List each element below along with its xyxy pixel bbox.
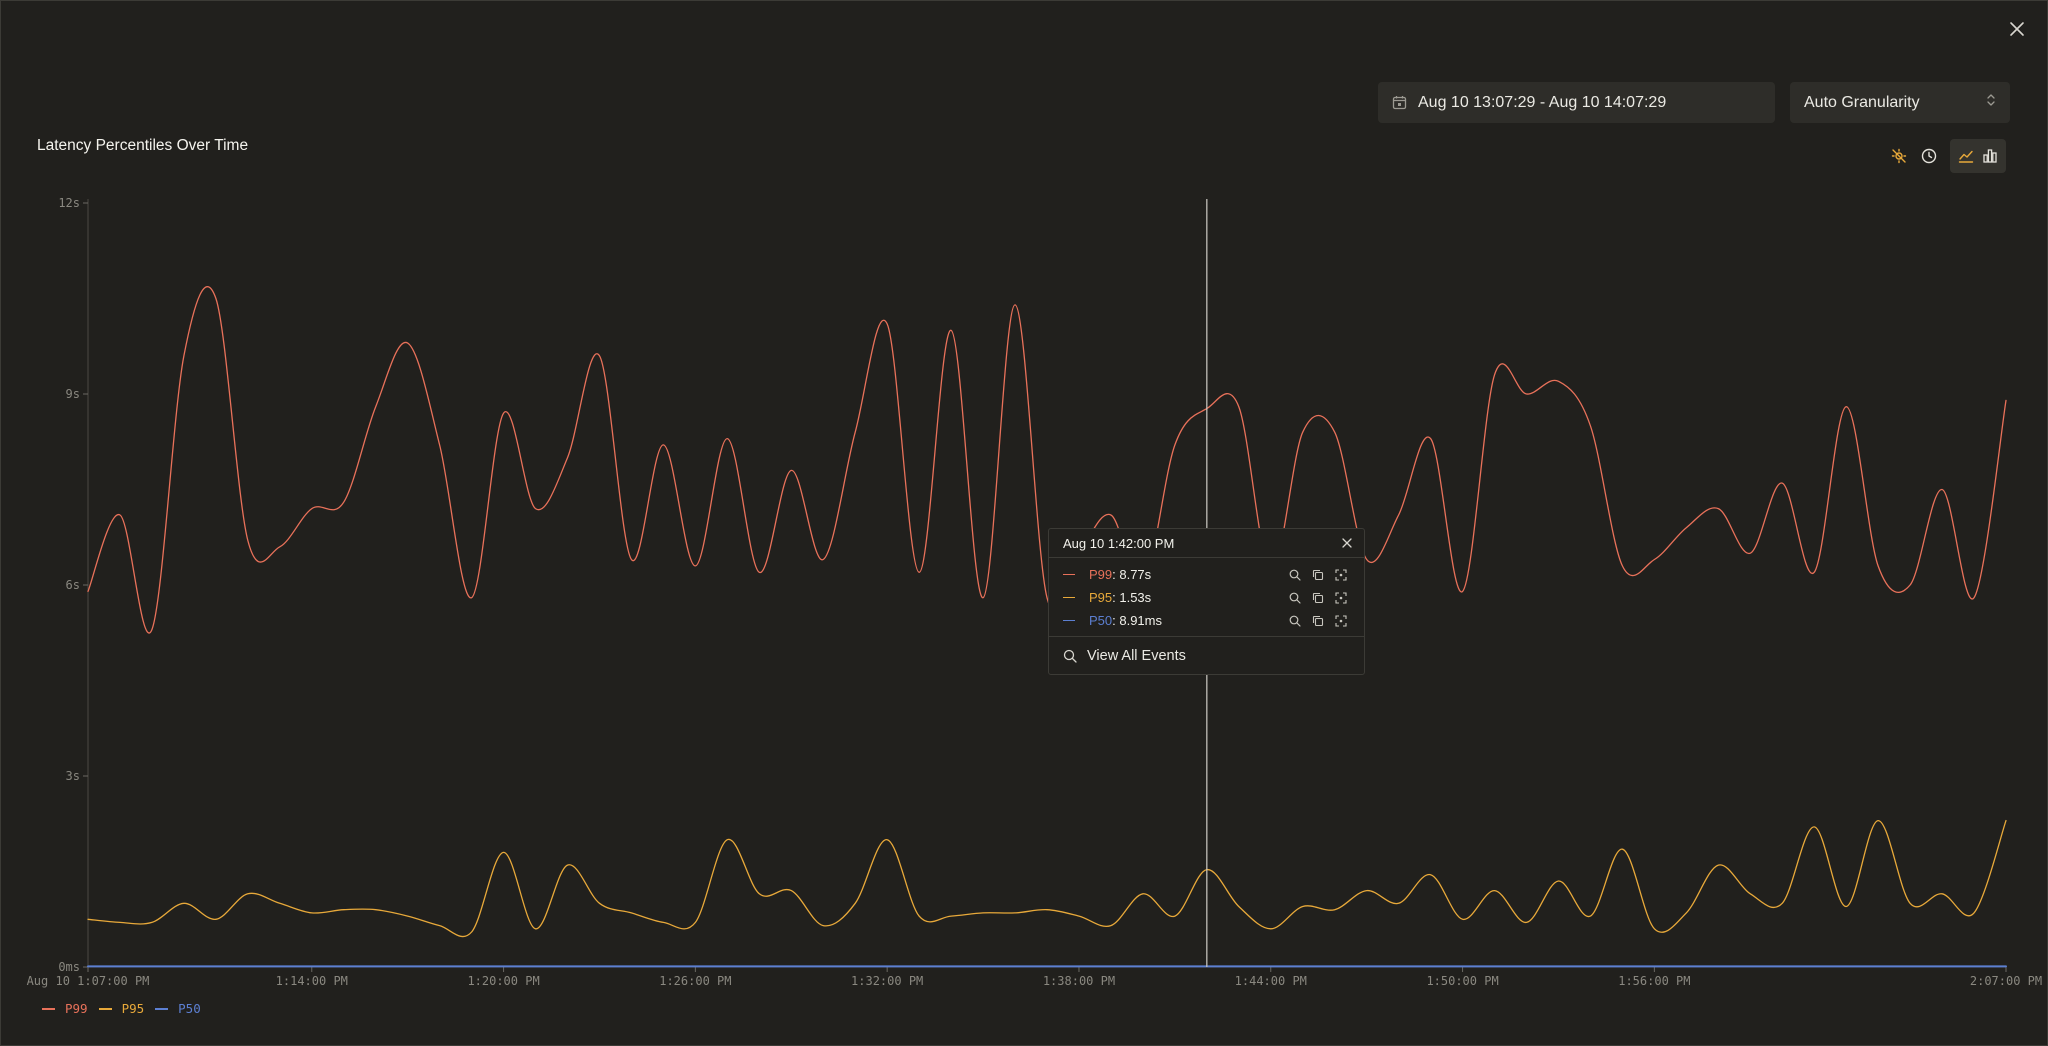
- series-line-p99: [87, 286, 2007, 634]
- event-markers-off-icon: [1891, 148, 1907, 164]
- bar-chart-icon: [1983, 149, 1997, 163]
- tooltip-series-value: : 8.77s: [1112, 567, 1152, 582]
- legend-swatch: [42, 1007, 55, 1010]
- x-tick-label: 2:07:00 PM: [1970, 974, 2042, 988]
- granularity-select[interactable]: Auto Granularity: [1790, 82, 2010, 123]
- legend-label: P99: [65, 1001, 88, 1016]
- tooltip-row-p50: P50 : 8.91ms: [1049, 609, 1364, 632]
- granularity-label: Auto Granularity: [1804, 93, 1920, 111]
- chart-legend: P99 P95 P50: [42, 1001, 212, 1016]
- y-tick-label: 6s: [66, 578, 80, 592]
- chart-title: Latency Percentiles Over Time: [37, 137, 249, 154]
- search-icon: [1289, 592, 1301, 604]
- search-events-button[interactable]: [1283, 611, 1306, 631]
- view-all-events-button[interactable]: View All Events: [1049, 636, 1364, 674]
- toggle-events-button[interactable]: [1884, 139, 1914, 173]
- tooltip-title: Aug 10 1:42:00 PM: [1063, 535, 1175, 551]
- tooltip-row-p99: P99 : 8.77s: [1049, 563, 1364, 586]
- legend-swatch: [98, 1007, 112, 1010]
- copy-button[interactable]: [1306, 588, 1329, 608]
- date-range-label: Aug 10 13:07:29 - Aug 10 14:07:29: [1418, 93, 1667, 111]
- tooltip-series-name: P50: [1089, 613, 1113, 628]
- tooltip-row-p95: P95 : 1.53s: [1049, 586, 1364, 609]
- x-tick-label: 1:20:00 PM: [467, 974, 539, 988]
- search-icon: [1289, 615, 1301, 627]
- chart-axes: 0ms 3s 6s 9s 12s Aug 10 1:07:00 PM 1:14:00 PM 1…: [27, 196, 2043, 988]
- line-chart-button[interactable]: [1954, 139, 1978, 173]
- close-icon: [1342, 538, 1352, 548]
- x-tick-label: 1:14:00 PM: [276, 974, 348, 988]
- y-tick-label: 0ms: [58, 960, 80, 974]
- search-icon: [1063, 649, 1077, 663]
- y-tick-label: 3s: [66, 769, 80, 783]
- focus-series-button[interactable]: [1329, 565, 1352, 585]
- legend-item-p95[interactable]: P95: [98, 1001, 145, 1016]
- x-tick-label: 1:26:00 PM: [659, 974, 731, 988]
- x-tick-label: 1:56:00 PM: [1618, 974, 1690, 988]
- x-tick-label: Aug 10 1:07:00 PM: [27, 974, 150, 988]
- tooltip-swatch: [1063, 596, 1075, 599]
- legend-item-p50[interactable]: P50: [155, 1001, 201, 1016]
- x-tick-label: 1:38:00 PM: [1043, 974, 1115, 988]
- focus-series-button[interactable]: [1329, 611, 1352, 631]
- time-compare-button[interactable]: [1914, 139, 1944, 173]
- close-button[interactable]: [2004, 16, 2030, 42]
- search-events-button[interactable]: [1283, 588, 1306, 608]
- view-all-events-label: View All Events: [1087, 647, 1186, 664]
- x-tick-label: 1:50:00 PM: [1426, 974, 1498, 988]
- copy-icon: [1312, 569, 1323, 580]
- tooltip-series-name: P99: [1089, 567, 1113, 582]
- chart-tooltip: Aug 10 1:42:00 PM P99 : 8.77s P95 : 1.53…: [1048, 528, 1365, 675]
- bar-chart-button[interactable]: [1978, 139, 2002, 173]
- legend-item-p99[interactable]: P99: [42, 1001, 88, 1016]
- chart-toolbar: [1884, 139, 2006, 173]
- tooltip-series-name: P95: [1089, 590, 1113, 605]
- legend-swatch: [155, 1007, 169, 1010]
- line-chart-icon: [1958, 150, 1974, 163]
- tooltip-series-value: : 1.53s: [1112, 590, 1152, 605]
- x-tick-label: 1:44:00 PM: [1235, 974, 1307, 988]
- legend-label: P95: [121, 1001, 145, 1016]
- legend-label: P50: [178, 1001, 201, 1016]
- date-range-picker[interactable]: Aug 10 13:07:29 - Aug 10 14:07:29: [1378, 82, 1775, 123]
- copy-icon: [1312, 592, 1323, 603]
- series-line-p95: [87, 819, 2007, 938]
- focus-icon: [1334, 568, 1347, 581]
- tooltip-header: Aug 10 1:42:00 PM: [1049, 529, 1364, 558]
- x-tick-label: 1:32:00 PM: [851, 974, 923, 988]
- tooltip-series-value: : 8.91ms: [1112, 613, 1162, 628]
- search-events-button[interactable]: [1283, 565, 1306, 585]
- chart-type-toggle: [1950, 139, 2006, 173]
- focus-icon: [1334, 591, 1347, 604]
- tooltip-close-button[interactable]: [1342, 538, 1352, 548]
- focus-icon: [1334, 614, 1347, 627]
- latency-chart[interactable]: 0ms 3s 6s 9s 12s Aug 10 1:07:00 PM 1:14:00 PM 1…: [0, 0, 2048, 1000]
- chart-series: [87, 286, 2007, 968]
- tooltip-swatch: [1063, 619, 1075, 622]
- chevron-up-down-icon: [1986, 93, 1996, 112]
- copy-button[interactable]: [1306, 611, 1329, 631]
- tooltip-swatch: [1063, 573, 1075, 576]
- focus-series-button[interactable]: [1329, 588, 1352, 608]
- copy-icon: [1312, 615, 1323, 626]
- calendar-icon: [1392, 95, 1407, 110]
- search-icon: [1289, 569, 1301, 581]
- clock-icon: [1921, 148, 1937, 164]
- close-icon: [2010, 22, 2024, 36]
- y-tick-label: 9s: [66, 387, 80, 401]
- y-tick-label: 12s: [58, 196, 80, 210]
- copy-button[interactable]: [1306, 565, 1329, 585]
